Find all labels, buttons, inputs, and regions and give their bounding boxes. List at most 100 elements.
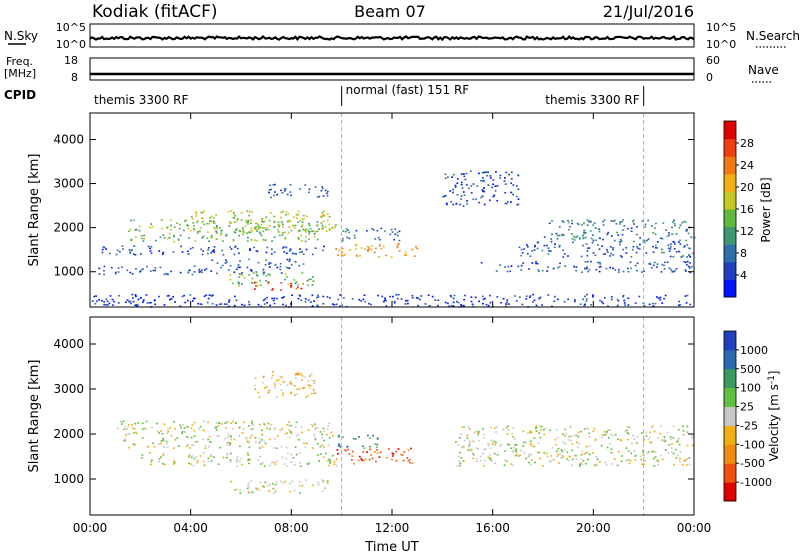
power-echo-cell [415,246,417,248]
power-echo-cell [535,261,537,263]
power-echo-cell [592,239,595,242]
power-echo-cell [162,251,165,254]
power-echo-cell [581,271,583,273]
power-echo-cell [209,217,212,219]
velocity-echo-cell [286,432,288,434]
velocity-echo-cell [248,486,251,488]
power-echo-cell [489,301,492,304]
power-echo-cell [553,246,556,249]
power-echo-cell [289,191,292,193]
power-echo-cell [664,294,667,297]
power-echo-cell [237,284,240,287]
power-echo-cell [573,235,575,238]
velocity-echo-cell [290,431,292,433]
power-echo-cell [290,229,293,232]
power-echo-cell [221,249,224,252]
velocity-echo-cell [523,441,525,444]
power-echo-cell [288,260,291,263]
power-echo-cell [174,301,176,303]
power-echo-cell [337,298,340,301]
power-echo-cell [327,213,329,215]
power-echo-cell [169,219,172,222]
power-echo-cell [373,251,376,254]
power-echo-cell [154,267,157,269]
power-echo-cell [314,186,317,188]
velocity-echo-cell [225,427,227,429]
power-echo-cell [619,221,622,223]
power-echo-cell [588,268,591,271]
velocity-echo-cell [460,433,462,435]
velocity-echo-cell [301,374,304,377]
velocity-echo-cell [603,431,606,433]
power-echo-cell [277,231,280,233]
velocity-echo-cell [290,432,293,435]
power-echo-cell [673,241,676,244]
power-echo-cell [297,213,299,216]
velocity-echo-cell [347,448,350,451]
power-echo-cell [307,278,310,281]
power-echo-cell [598,270,601,273]
power-echo-cell [632,219,635,222]
power-echo-cell [652,302,654,305]
velocity-echo-cell [575,458,578,460]
velocity-echo-cell [519,454,522,457]
power-echo-cell [509,270,512,273]
date-title: 21/Jul/2016 [603,2,694,21]
velocity-echo-cell [239,492,242,494]
power-echo-cell [233,253,236,256]
power-echo-cell [268,266,271,268]
velocity-echo-cell [600,436,603,439]
power-echo-cell [547,294,550,296]
power-echo-cell [271,289,274,291]
power-echo-cell [142,240,145,242]
power-echo-cell [141,268,144,270]
velocity-echo-cell [159,442,162,445]
power-echo-cell [437,299,440,301]
power-echo-cell [253,239,256,241]
power-echo-cell [210,295,213,297]
power-echo-cell [260,223,263,226]
power-echo-cell [299,295,301,297]
power-echo-cell [492,195,495,198]
velocity-echo-cell [681,463,684,466]
power-echo-cell [243,277,246,279]
power-echo-cell [322,220,325,223]
power-echo-cell [204,269,206,271]
power-echo-cell [624,304,626,306]
velocity-echo-cell [163,423,166,425]
velocity-echo-cell [375,460,377,463]
velocity-echo-cell [564,449,566,451]
velocity-echo-cell [268,428,271,430]
power-echo-cell [378,256,380,258]
power-echo-cell [208,222,211,225]
power-echo-cell [508,303,510,305]
velocity-echo-cell [312,388,315,391]
velocity-echo-cell [204,444,207,447]
power-echo-cell [643,270,645,273]
power-echo-cell [268,263,270,265]
velocity-echo-cell [585,462,587,465]
velocity-echo-cell [280,480,282,483]
velocity-echo-cell [310,392,313,395]
power-echo-cell [460,195,463,197]
power-echo-cell [197,230,199,233]
velocity-echo-cell [493,452,496,455]
power-echo-cell [256,275,259,277]
power-echo-cell [149,270,152,272]
velocity-echo-cell [321,433,323,436]
velocity-echo-cell [268,389,271,392]
power-echo-cell [487,171,489,173]
velocity-echo-cell [276,396,278,398]
power-echo-cell [480,262,483,264]
velocity-echo-cell [274,463,277,466]
nave-tick-top: 60 [706,54,720,67]
power-echo-cell [551,220,553,222]
velocity-echo-cell [258,489,261,492]
velocity-echo-cell [297,433,300,436]
power-echo-cell [255,226,258,228]
velocity-echo-cell [552,458,555,461]
power-echo-cell [261,220,263,223]
power-echo-cell [592,234,594,236]
power-echo-cell [573,239,576,241]
velocity-echo-cell [510,447,513,449]
